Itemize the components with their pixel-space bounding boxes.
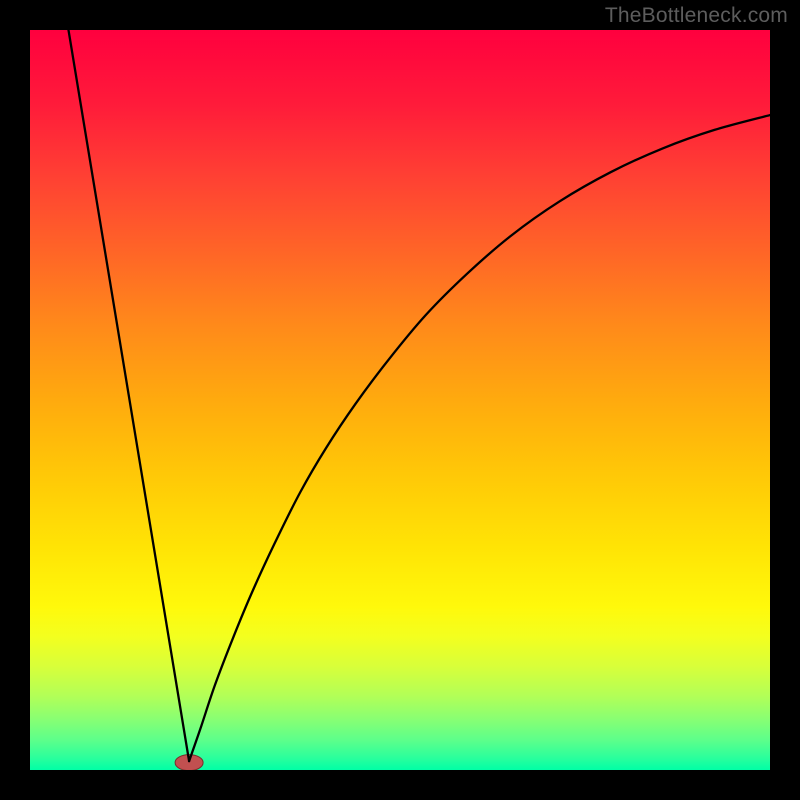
chart-container: TheBottleneck.com — [0, 0, 800, 800]
gradient-background — [30, 30, 770, 770]
watermark-text: TheBottleneck.com — [605, 4, 788, 28]
plot-area — [30, 30, 770, 770]
